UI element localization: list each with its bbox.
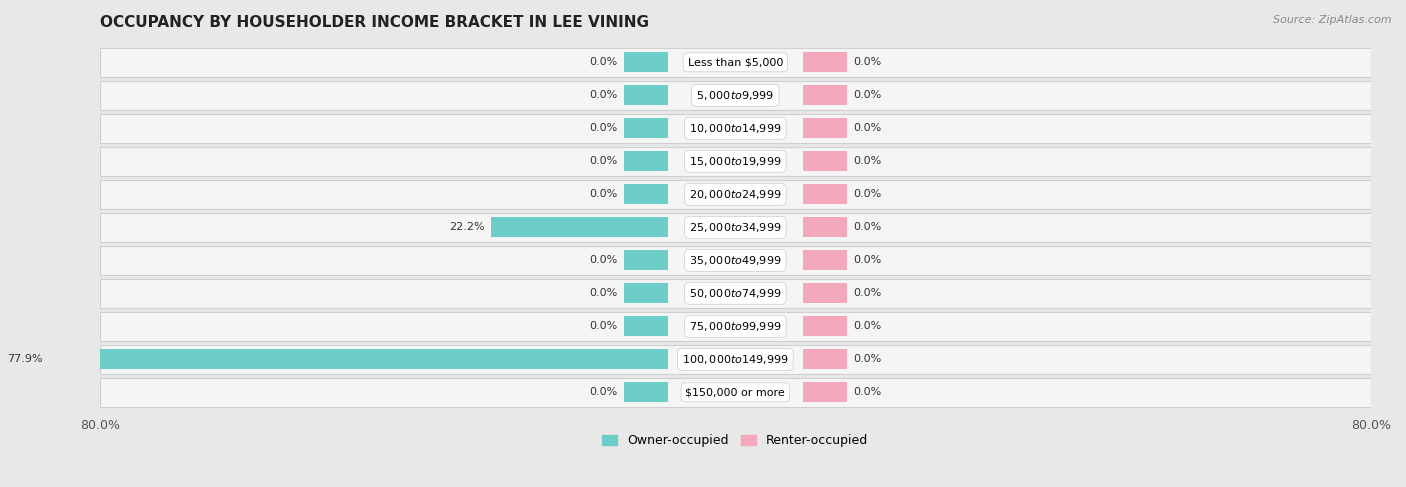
Text: 77.9%: 77.9% bbox=[7, 355, 42, 364]
Text: 22.2%: 22.2% bbox=[450, 223, 485, 232]
Text: $100,000 to $149,999: $100,000 to $149,999 bbox=[682, 353, 789, 366]
Bar bbox=[100, 48, 1371, 77]
Text: 0.0%: 0.0% bbox=[589, 123, 617, 133]
Text: $35,000 to $49,999: $35,000 to $49,999 bbox=[689, 254, 782, 267]
Bar bbox=[624, 317, 668, 336]
Bar bbox=[100, 114, 1371, 143]
Bar bbox=[624, 185, 668, 204]
Text: 0.0%: 0.0% bbox=[589, 90, 617, 100]
Bar bbox=[100, 312, 1371, 341]
Bar bbox=[100, 147, 1371, 176]
Text: 0.0%: 0.0% bbox=[853, 387, 882, 397]
Bar bbox=[100, 378, 1371, 407]
Bar bbox=[100, 81, 1371, 110]
Text: $25,000 to $34,999: $25,000 to $34,999 bbox=[689, 221, 782, 234]
Bar bbox=[803, 185, 846, 204]
Text: 0.0%: 0.0% bbox=[589, 288, 617, 299]
Bar bbox=[491, 217, 668, 237]
Bar bbox=[624, 53, 668, 72]
Bar bbox=[624, 283, 668, 303]
Bar bbox=[803, 151, 846, 171]
Bar bbox=[803, 382, 846, 402]
Text: $5,000 to $9,999: $5,000 to $9,999 bbox=[696, 89, 775, 102]
Text: $50,000 to $74,999: $50,000 to $74,999 bbox=[689, 287, 782, 300]
Bar bbox=[803, 217, 846, 237]
Bar bbox=[803, 118, 846, 138]
Text: 0.0%: 0.0% bbox=[853, 288, 882, 299]
Bar bbox=[100, 345, 1371, 374]
Text: 0.0%: 0.0% bbox=[853, 189, 882, 199]
Text: 0.0%: 0.0% bbox=[853, 90, 882, 100]
Text: 0.0%: 0.0% bbox=[589, 156, 617, 167]
Text: Source: ZipAtlas.com: Source: ZipAtlas.com bbox=[1274, 15, 1392, 25]
Text: 0.0%: 0.0% bbox=[589, 189, 617, 199]
Text: 0.0%: 0.0% bbox=[853, 57, 882, 67]
Bar bbox=[49, 350, 668, 369]
Text: OCCUPANCY BY HOUSEHOLDER INCOME BRACKET IN LEE VINING: OCCUPANCY BY HOUSEHOLDER INCOME BRACKET … bbox=[100, 15, 648, 30]
Text: 0.0%: 0.0% bbox=[589, 387, 617, 397]
Bar bbox=[100, 180, 1371, 209]
Legend: Owner-occupied, Renter-occupied: Owner-occupied, Renter-occupied bbox=[598, 429, 873, 452]
Bar bbox=[803, 85, 846, 105]
Bar bbox=[803, 317, 846, 336]
Bar bbox=[624, 382, 668, 402]
Text: $15,000 to $19,999: $15,000 to $19,999 bbox=[689, 155, 782, 168]
Bar bbox=[624, 85, 668, 105]
Text: 0.0%: 0.0% bbox=[853, 321, 882, 331]
Text: $150,000 or more: $150,000 or more bbox=[686, 387, 785, 397]
Text: $20,000 to $24,999: $20,000 to $24,999 bbox=[689, 188, 782, 201]
Text: 0.0%: 0.0% bbox=[589, 255, 617, 265]
Bar bbox=[624, 151, 668, 171]
Bar bbox=[803, 53, 846, 72]
Bar bbox=[100, 213, 1371, 242]
Text: 0.0%: 0.0% bbox=[853, 355, 882, 364]
Text: $10,000 to $14,999: $10,000 to $14,999 bbox=[689, 122, 782, 135]
Bar bbox=[624, 118, 668, 138]
Text: Less than $5,000: Less than $5,000 bbox=[688, 57, 783, 67]
Text: 0.0%: 0.0% bbox=[853, 223, 882, 232]
Text: $75,000 to $99,999: $75,000 to $99,999 bbox=[689, 320, 782, 333]
Bar bbox=[100, 246, 1371, 275]
Bar bbox=[100, 279, 1371, 308]
Text: 0.0%: 0.0% bbox=[853, 255, 882, 265]
Text: 0.0%: 0.0% bbox=[853, 156, 882, 167]
Bar bbox=[803, 250, 846, 270]
Bar bbox=[803, 283, 846, 303]
Text: 0.0%: 0.0% bbox=[853, 123, 882, 133]
Text: 0.0%: 0.0% bbox=[589, 321, 617, 331]
Bar bbox=[803, 350, 846, 369]
Text: 0.0%: 0.0% bbox=[589, 57, 617, 67]
Bar bbox=[624, 250, 668, 270]
